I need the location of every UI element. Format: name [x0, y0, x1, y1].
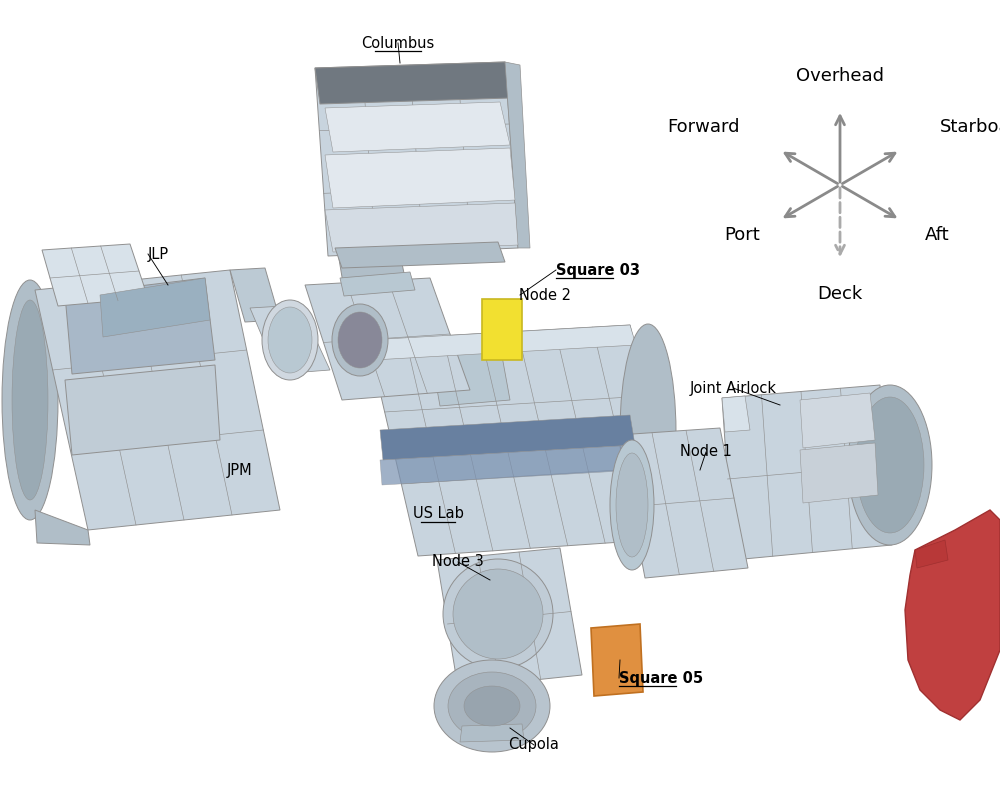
Text: Square 03: Square 03 [556, 262, 640, 277]
Polygon shape [35, 270, 280, 530]
Text: Aft: Aft [925, 226, 950, 244]
Text: Overhead: Overhead [796, 67, 884, 85]
Polygon shape [722, 385, 892, 560]
Polygon shape [800, 443, 878, 503]
Text: Forward: Forward [668, 118, 740, 136]
Text: Joint Airlock: Joint Airlock [690, 381, 776, 396]
Polygon shape [800, 393, 875, 448]
Polygon shape [305, 278, 470, 400]
Polygon shape [430, 345, 510, 406]
Polygon shape [315, 62, 518, 256]
Text: Node 2: Node 2 [519, 288, 571, 303]
Polygon shape [230, 268, 280, 322]
Ellipse shape [2, 280, 58, 520]
Polygon shape [380, 445, 638, 485]
Polygon shape [42, 244, 148, 306]
Ellipse shape [262, 300, 318, 380]
Polygon shape [628, 526, 680, 564]
Polygon shape [100, 278, 210, 337]
Ellipse shape [448, 672, 536, 740]
Text: Node 3: Node 3 [432, 555, 484, 570]
Polygon shape [335, 242, 505, 268]
Text: JLP: JLP [148, 246, 169, 261]
Polygon shape [591, 624, 643, 696]
Text: Port: Port [724, 226, 760, 244]
Polygon shape [915, 540, 948, 568]
Polygon shape [460, 724, 524, 742]
Text: Starboard: Starboard [940, 118, 1000, 136]
Polygon shape [505, 62, 530, 248]
Ellipse shape [610, 440, 654, 570]
Text: Node 1: Node 1 [680, 445, 732, 460]
Ellipse shape [443, 559, 553, 669]
Text: JPM: JPM [227, 462, 253, 477]
Ellipse shape [434, 660, 550, 752]
Ellipse shape [453, 569, 543, 659]
Ellipse shape [856, 397, 924, 533]
Polygon shape [905, 510, 1000, 720]
Ellipse shape [268, 307, 312, 373]
Polygon shape [35, 510, 90, 545]
Polygon shape [325, 148, 515, 208]
Text: Square 05: Square 05 [619, 671, 703, 686]
Polygon shape [437, 548, 582, 688]
Text: Columbus: Columbus [361, 36, 435, 51]
Polygon shape [368, 325, 680, 556]
Polygon shape [480, 690, 504, 712]
Polygon shape [65, 278, 215, 374]
Text: Deck: Deck [817, 285, 863, 303]
Polygon shape [368, 325, 636, 360]
Ellipse shape [848, 385, 932, 545]
Polygon shape [325, 203, 518, 252]
Polygon shape [335, 230, 405, 283]
Ellipse shape [338, 312, 382, 368]
Ellipse shape [12, 300, 48, 500]
Ellipse shape [464, 686, 520, 726]
Polygon shape [65, 365, 220, 455]
Ellipse shape [620, 324, 676, 540]
Polygon shape [340, 272, 415, 296]
Polygon shape [315, 62, 510, 104]
Polygon shape [250, 305, 330, 374]
Ellipse shape [616, 453, 648, 557]
Polygon shape [722, 396, 750, 432]
Polygon shape [618, 428, 748, 578]
Ellipse shape [332, 304, 388, 376]
Polygon shape [482, 299, 522, 360]
Polygon shape [325, 102, 510, 152]
Text: US Lab: US Lab [413, 506, 463, 521]
Text: Cupola: Cupola [509, 738, 559, 753]
Polygon shape [380, 415, 635, 460]
